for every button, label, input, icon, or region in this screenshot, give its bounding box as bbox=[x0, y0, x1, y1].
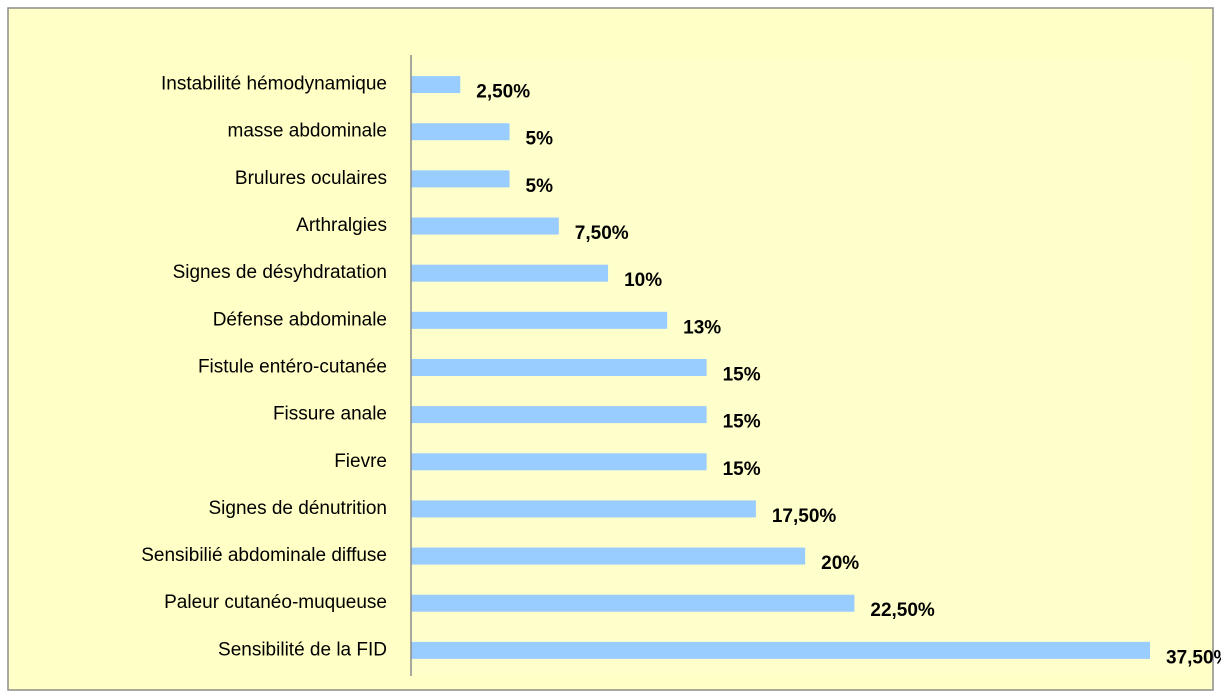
bar bbox=[411, 358, 707, 376]
y-tick-label: Fistule entéro-cutanée bbox=[198, 356, 387, 377]
data-label: 7,50% bbox=[575, 223, 629, 244]
bar bbox=[411, 170, 510, 188]
bar bbox=[411, 594, 855, 612]
y-tick-label: Défense abdominale bbox=[213, 309, 387, 330]
y-tick-label: Signes de dénutrition bbox=[208, 498, 387, 519]
y-tick-label: masse abdominale bbox=[228, 121, 387, 142]
y-tick-label: Fievre bbox=[334, 451, 387, 472]
data-label: 22,50% bbox=[870, 600, 935, 621]
data-label: 37,50% bbox=[1166, 647, 1221, 668]
bar bbox=[411, 311, 668, 329]
y-tick-label: Sensibilité de la FID bbox=[218, 639, 387, 660]
data-label: 15% bbox=[723, 412, 761, 433]
data-label: 20% bbox=[821, 553, 859, 574]
y-tick-label: Instabilité hémodynamique bbox=[161, 74, 387, 95]
bar bbox=[411, 641, 1150, 659]
y-tick-label: Brulures oculaires bbox=[235, 168, 387, 189]
data-label: 17,50% bbox=[772, 506, 837, 527]
bar bbox=[411, 76, 461, 94]
bar bbox=[411, 500, 756, 518]
y-tick-label: Arthralgies bbox=[296, 215, 387, 236]
data-label: 13% bbox=[683, 317, 721, 338]
data-label: 15% bbox=[723, 459, 761, 480]
y-tick-label: Paleur cutanéo-muqueuse bbox=[164, 592, 387, 613]
data-label: 2,50% bbox=[476, 82, 530, 103]
data-label: 5% bbox=[526, 176, 554, 197]
data-label: 10% bbox=[624, 270, 662, 291]
bar bbox=[411, 123, 510, 141]
bar bbox=[411, 264, 609, 282]
bar bbox=[411, 547, 806, 565]
data-label: 5% bbox=[526, 129, 554, 150]
bar bbox=[411, 217, 559, 235]
bar bbox=[411, 406, 707, 424]
bar bbox=[411, 453, 707, 471]
y-tick-label: Signes de désyhdratation bbox=[173, 262, 387, 283]
y-tick-label: Fissure anale bbox=[273, 404, 387, 425]
y-tick-label: Sensibilié abdominale diffuse bbox=[141, 545, 387, 566]
data-label: 15% bbox=[723, 364, 761, 385]
